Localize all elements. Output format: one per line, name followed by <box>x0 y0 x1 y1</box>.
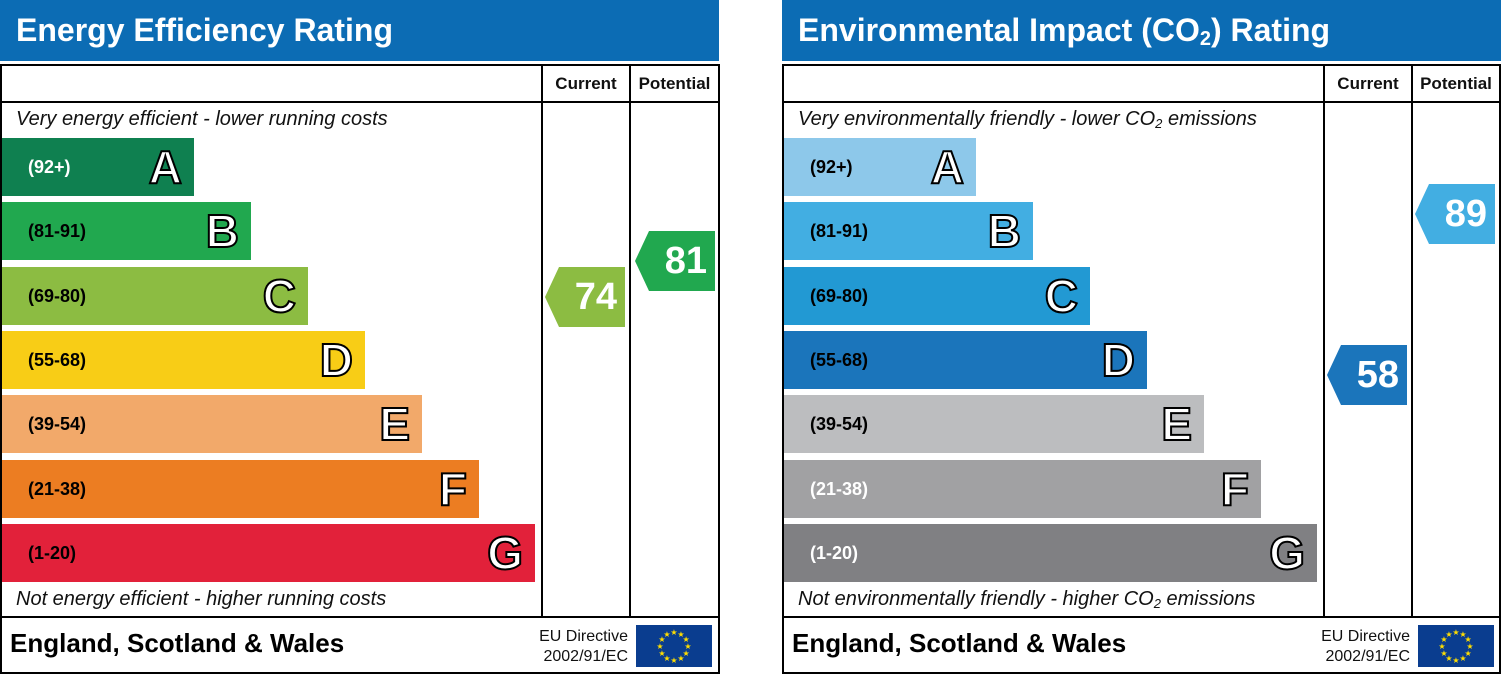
band-range-label: (1-20) <box>28 542 77 563</box>
rating-band-g: (1-20) G <box>2 523 535 582</box>
eu-directive-text: EU Directive 2002/91/EC <box>539 628 628 665</box>
region-label: England, Scotland & Wales <box>10 628 345 658</box>
rating-band-d: (55-68) D <box>784 330 1147 389</box>
flag-star-icon: ★ <box>683 635 690 644</box>
band-letter: B <box>987 204 1022 258</box>
energy-efficiency-panel: Energy Efficiency Rating Current Potenti… <box>0 0 720 675</box>
divider <box>541 64 543 618</box>
region-label: England, Scotland & Wales <box>792 628 1127 658</box>
top-note: Very energy efficient - lower running co… <box>16 108 388 130</box>
band-range-label: (21-38) <box>28 478 87 499</box>
band-letter: B <box>205 204 240 258</box>
bottom-note: Not environmentally friendly - higher CO… <box>798 588 1256 611</box>
flag-star-icon: ★ <box>1440 635 1447 644</box>
flag-star-icon: ★ <box>677 630 684 639</box>
band-range-label: (81-91) <box>28 221 87 242</box>
current-column-header: Current <box>1337 74 1399 93</box>
band-range-label: (69-80) <box>810 285 869 306</box>
flag-star-icon: ★ <box>1459 654 1466 663</box>
potential-rating-arrow: 89 <box>1415 184 1495 244</box>
band-letter: D <box>319 333 354 387</box>
current-rating-arrow: 58 <box>1327 345 1407 405</box>
flag-star-icon: ★ <box>1438 642 1445 651</box>
bottom-note: Not energy efficient - higher running co… <box>16 588 387 610</box>
flag-star-icon: ★ <box>677 654 684 663</box>
rating-band-a: (92+) A <box>784 138 976 196</box>
band-letter: F <box>438 462 468 516</box>
flag-star-icon: ★ <box>1466 642 1473 651</box>
flag-star-icon: ★ <box>1459 630 1466 639</box>
divider <box>782 101 1501 103</box>
flag-star-icon: ★ <box>658 635 665 644</box>
environment-title: Environmental Impact (CO2) Rating <box>782 0 1501 61</box>
flag-star-icon: ★ <box>1465 649 1472 658</box>
flag-star-icon: ★ <box>658 649 665 658</box>
band-range-label: (55-68) <box>28 349 87 370</box>
divider <box>1323 64 1325 618</box>
band-range-label: (1-20) <box>810 542 859 563</box>
eu-directive-text: EU Directive 2002/91/EC <box>1321 628 1410 665</box>
flag-star-icon: ★ <box>1440 649 1447 658</box>
band-letter: E <box>378 397 411 451</box>
flag-star-icon: ★ <box>1452 656 1459 665</box>
rating-band-e: (39-54) E <box>2 395 422 454</box>
flag-star-icon: ★ <box>1445 630 1452 639</box>
divider <box>782 616 1501 618</box>
band-range-label: (39-54) <box>28 414 87 435</box>
flag-star-icon: ★ <box>683 649 690 658</box>
eu-flag-icon: ★ ★ ★ ★ ★ ★ ★ ★ ★ ★ ★ ★ <box>1418 625 1494 667</box>
band-letter: D <box>1101 333 1136 387</box>
flag-star-icon: ★ <box>670 628 677 637</box>
flag-star-icon: ★ <box>670 656 677 665</box>
flag-star-icon: ★ <box>663 654 670 663</box>
potential-rating-arrow: 81 <box>635 231 715 291</box>
band-letter: G <box>1268 526 1306 580</box>
band-letter: G <box>486 526 524 580</box>
rating-band-d: (55-68) D <box>2 330 365 389</box>
band-range-label: (92+) <box>28 157 71 177</box>
rating-band-a: (92+) A <box>2 138 194 196</box>
band-letter: E <box>1160 397 1193 451</box>
divider <box>0 616 720 618</box>
potential-column-header: Potential <box>1420 74 1492 93</box>
band-range-label: (55-68) <box>810 349 869 370</box>
band-letter: C <box>1044 269 1079 323</box>
rating-band-f: (21-38) F <box>2 459 479 518</box>
band-letter: C <box>262 269 297 323</box>
rating-band-c: (69-80) C <box>2 266 308 325</box>
energy-frame <box>0 64 720 674</box>
band-range-label: (69-80) <box>28 285 87 306</box>
band-range-label: (39-54) <box>810 414 869 435</box>
flag-star-icon: ★ <box>1465 635 1472 644</box>
band-letter: A <box>930 140 965 194</box>
band-letter: F <box>1220 462 1250 516</box>
flag-star-icon: ★ <box>656 642 663 651</box>
potential-column-header: Potential <box>638 74 711 93</box>
flag-star-icon: ★ <box>1445 654 1452 663</box>
rating-band-b: (81-91) B <box>2 202 251 261</box>
flag-star-icon: ★ <box>1452 628 1459 637</box>
rating-band-e: (39-54) E <box>784 395 1204 454</box>
environmental-impact-panel: Environmental Impact (CO2) Rating Curren… <box>782 0 1501 675</box>
current-column-header: Current <box>555 74 617 93</box>
energy-title: Energy Efficiency Rating <box>0 0 719 61</box>
rating-band-g: (1-20) G <box>784 523 1317 582</box>
flag-star-icon: ★ <box>684 642 691 651</box>
band-range-label: (92+) <box>810 157 853 177</box>
flag-star-icon: ★ <box>663 630 670 639</box>
rating-band-c: (69-80) C <box>784 266 1090 325</box>
band-range-label: (21-38) <box>810 478 869 499</box>
divider <box>1411 64 1413 618</box>
eu-flag-icon: ★ ★ ★ ★ ★ ★ ★ ★ ★ ★ ★ ★ <box>636 625 712 667</box>
band-letter: A <box>148 140 183 194</box>
rating-band-f: (21-38) F <box>784 459 1261 518</box>
divider <box>0 101 720 103</box>
rating-band-b: (81-91) B <box>784 202 1033 261</box>
current-rating-arrow: 74 <box>545 267 625 327</box>
divider <box>629 64 631 618</box>
band-range-label: (81-91) <box>810 221 869 242</box>
environment-frame <box>782 64 1501 674</box>
top-note: Very environmentally friendly - lower CO… <box>798 108 1257 131</box>
